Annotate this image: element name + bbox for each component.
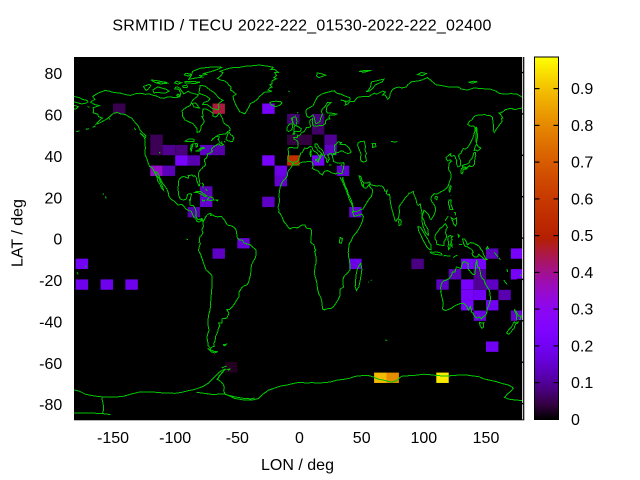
svg-text:100: 100 — [410, 430, 437, 447]
svg-text:SRMTID / TECU 2022-222_01530-2: SRMTID / TECU 2022-222_01530-2022-222_02… — [112, 18, 491, 35]
svg-text:LAT / deg: LAT / deg — [10, 199, 27, 267]
svg-text:0.5: 0.5 — [571, 228, 593, 245]
svg-text:0.7: 0.7 — [571, 155, 593, 172]
svg-text:0: 0 — [295, 430, 304, 447]
svg-text:0: 0 — [53, 232, 62, 249]
svg-text:-60: -60 — [39, 356, 62, 373]
svg-text:0.6: 0.6 — [571, 192, 593, 209]
svg-text:0.9: 0.9 — [571, 81, 593, 98]
svg-text:-20: -20 — [39, 273, 62, 290]
svg-text:LON / deg: LON / deg — [261, 457, 334, 474]
svg-text:0.3: 0.3 — [571, 302, 593, 319]
svg-text:150: 150 — [473, 430, 500, 447]
svg-text:-80: -80 — [39, 397, 62, 414]
svg-text:-40: -40 — [39, 314, 62, 331]
svg-text:20: 20 — [45, 190, 63, 207]
svg-text:0.1: 0.1 — [571, 375, 593, 392]
svg-text:0: 0 — [571, 412, 580, 429]
svg-text:0.2: 0.2 — [571, 339, 593, 356]
svg-text:0.8: 0.8 — [571, 118, 593, 135]
svg-text:-150: -150 — [97, 430, 129, 447]
svg-text:0.4: 0.4 — [571, 265, 593, 282]
svg-text:-50: -50 — [226, 430, 249, 447]
svg-text:80: 80 — [45, 66, 63, 83]
svg-text:-100: -100 — [159, 430, 191, 447]
svg-text:50: 50 — [353, 430, 371, 447]
svg-text:60: 60 — [45, 108, 63, 125]
svg-text:40: 40 — [45, 149, 63, 166]
